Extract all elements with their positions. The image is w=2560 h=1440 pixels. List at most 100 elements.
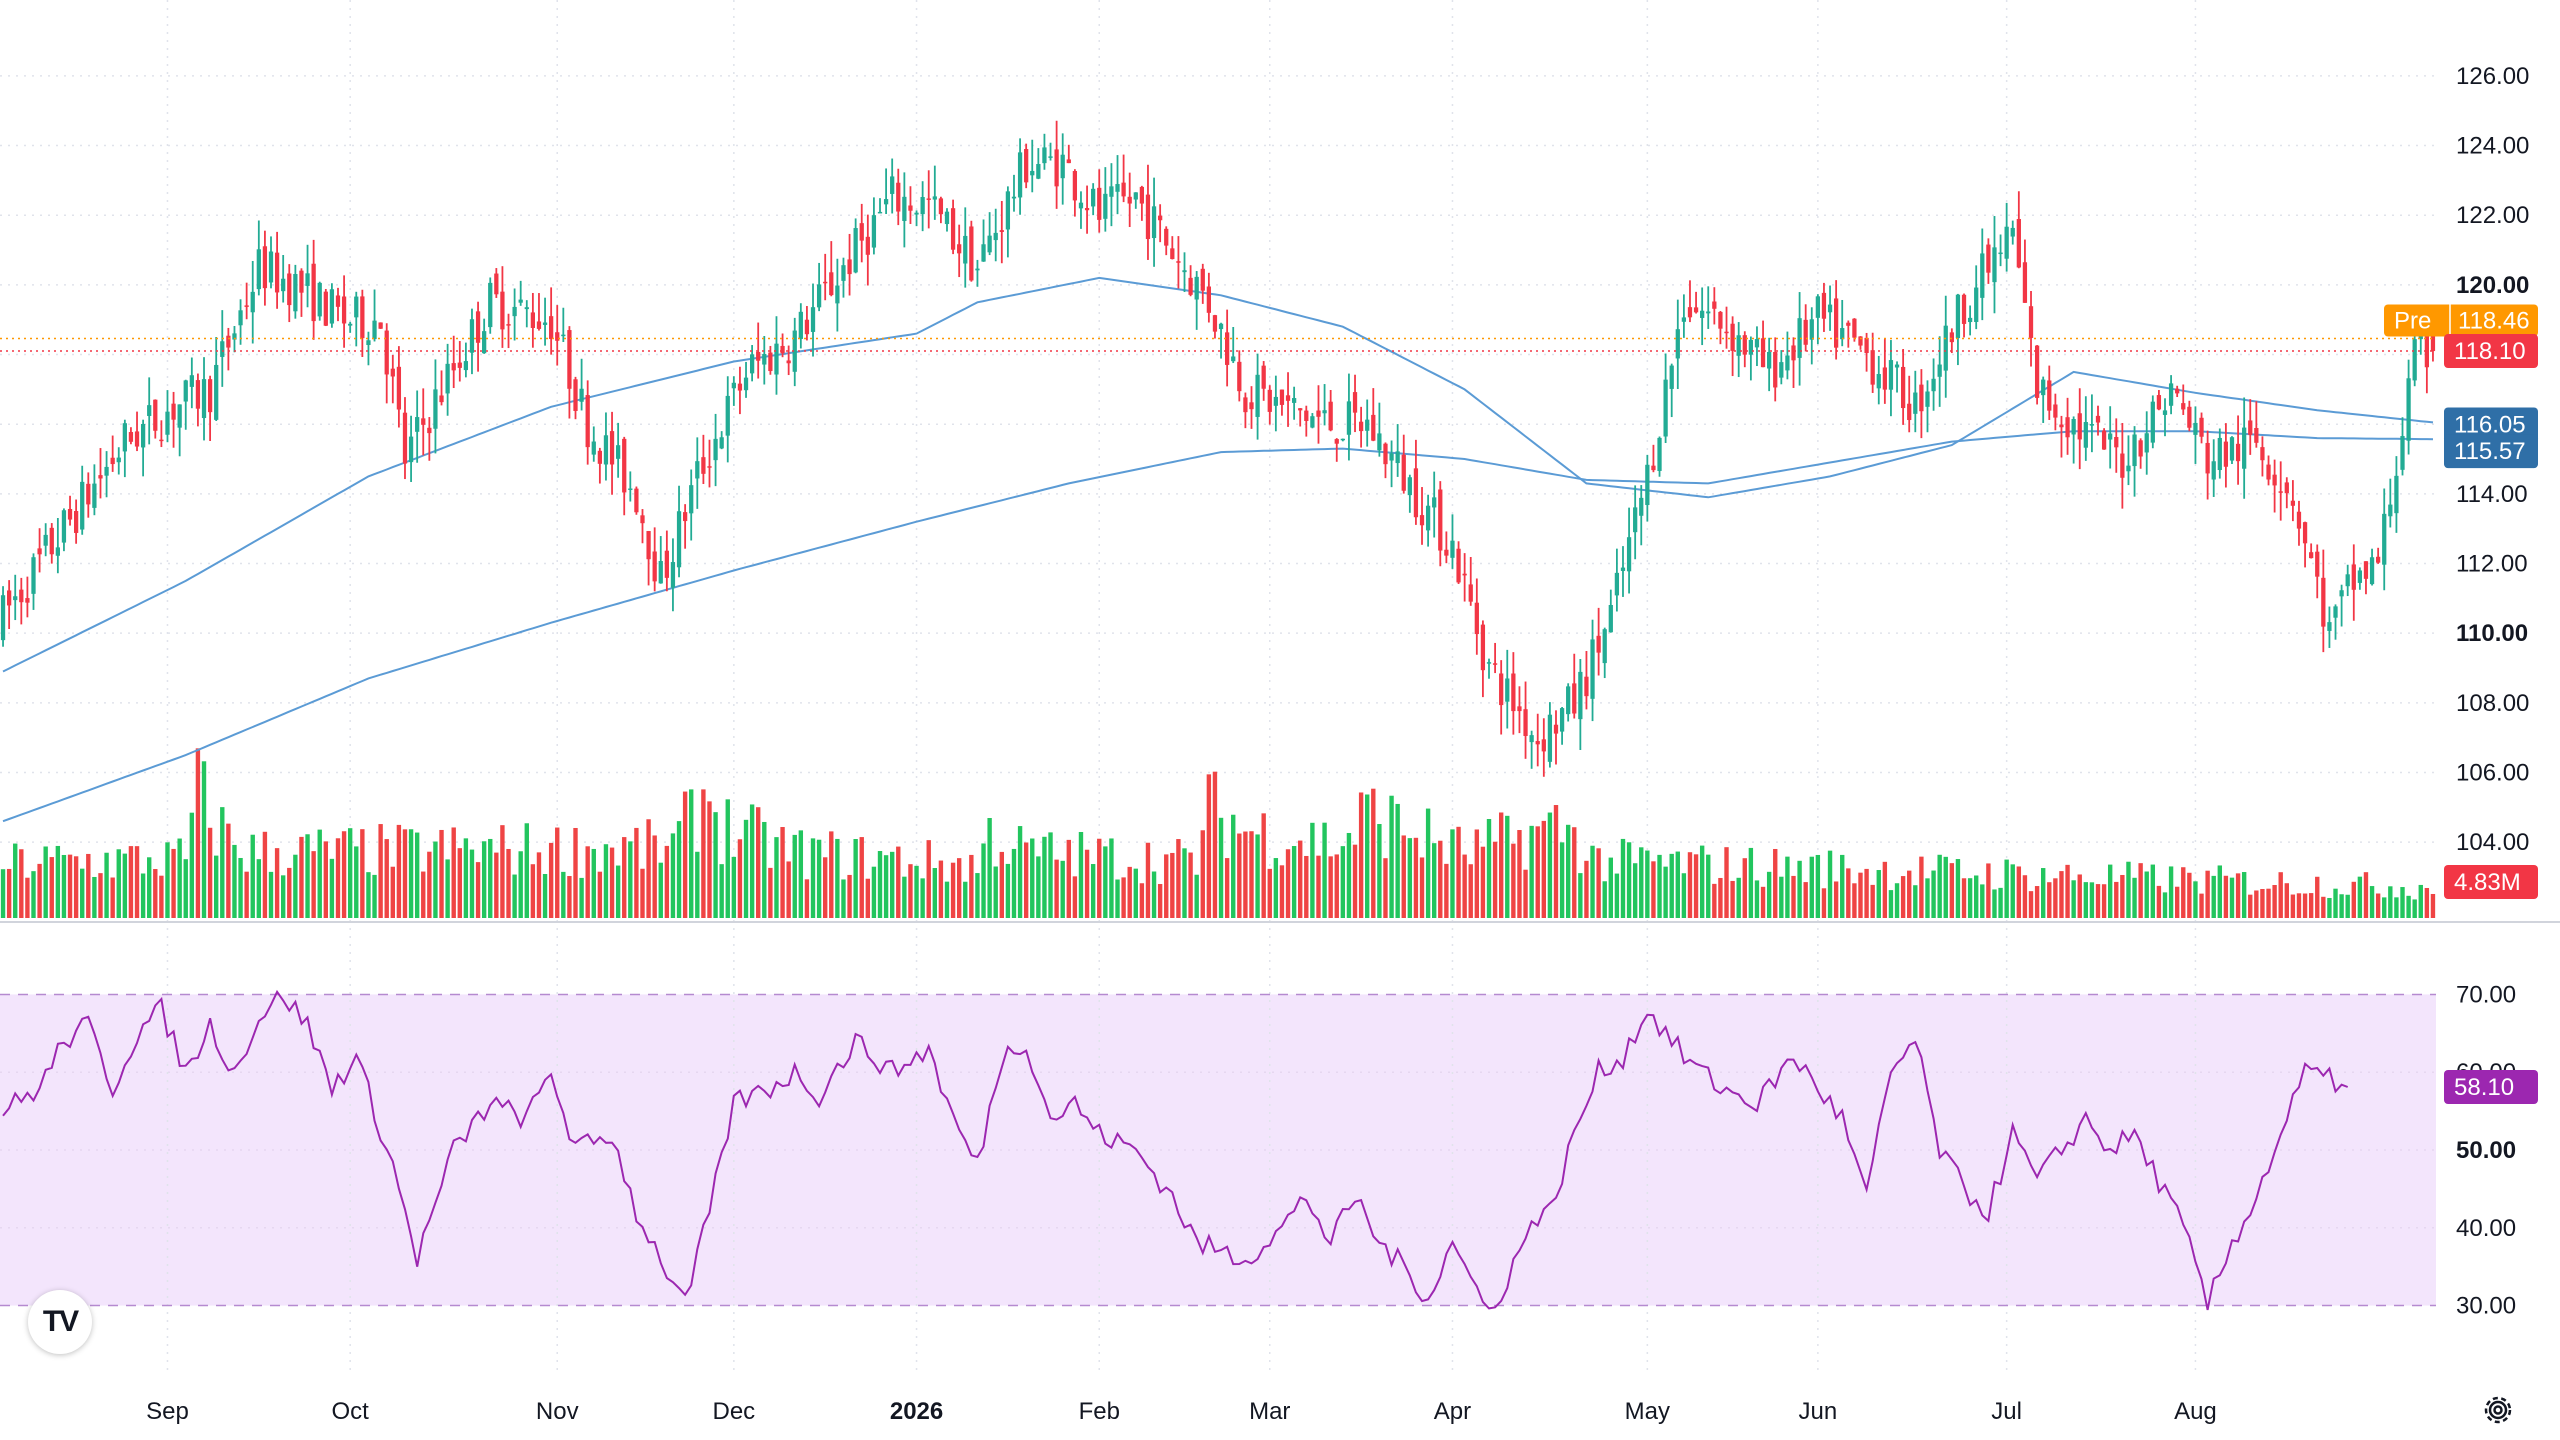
candle-body (439, 395, 444, 403)
ma-short-tag: 116.05 (2444, 407, 2538, 442)
candle-body (2047, 380, 2052, 411)
candle (1145, 164, 1151, 260)
volume-bar (1413, 837, 1419, 918)
candle (1943, 295, 1948, 398)
candle (1237, 350, 1242, 402)
candle-body (2144, 433, 2149, 453)
volume-bar (2187, 872, 2192, 918)
candle (2016, 191, 2021, 269)
candle-body (469, 319, 475, 353)
candle (640, 509, 645, 544)
volume-bar (2357, 876, 2363, 918)
volume-bar (189, 812, 195, 918)
candle-body (1553, 724, 1559, 734)
price-tick-label: 126.00 (2456, 63, 2529, 90)
ma-short-tag-bg (2444, 407, 2538, 442)
candle-body (2028, 306, 2034, 338)
candle-body (2351, 564, 2356, 590)
candle-body (311, 263, 316, 322)
volume-bar (926, 840, 931, 918)
pre-market-label: Pre (2394, 308, 2431, 335)
candle (1675, 299, 1680, 390)
volume-bar (756, 807, 761, 918)
candle (1669, 363, 1674, 418)
candle-body (1492, 663, 1498, 665)
candle (859, 203, 864, 263)
candle-body (1334, 439, 1339, 444)
candle-body (1529, 735, 1534, 743)
candle-body (1042, 147, 1047, 164)
candle (171, 391, 176, 448)
candle-body (1480, 624, 1486, 671)
candle (1888, 340, 1894, 417)
volume-bar (396, 824, 402, 918)
candle (2041, 376, 2046, 423)
volume-bar (1291, 846, 1297, 918)
candle (597, 447, 602, 484)
candle (804, 306, 810, 341)
volume-bar (25, 877, 30, 918)
volume-bar (622, 837, 627, 918)
candle-body (2071, 419, 2076, 435)
candle (1492, 642, 1498, 674)
volume-bar (463, 838, 469, 918)
volume-bar (1931, 870, 1936, 918)
candle-body (1499, 673, 1504, 706)
candle (439, 370, 444, 406)
candle (2053, 393, 2058, 431)
candle (1401, 434, 1406, 494)
candle (957, 224, 962, 278)
volume-bar (2022, 875, 2028, 918)
candle-body (969, 226, 974, 281)
candle-body (603, 435, 609, 465)
volume-bar (902, 876, 907, 918)
candle (274, 231, 280, 309)
candle (2229, 436, 2235, 464)
candle (1748, 336, 1754, 381)
settings-gear-icon[interactable] (2480, 1392, 2516, 1428)
tradingview-logo[interactable]: TV (28, 1290, 92, 1354)
candle (1693, 291, 1699, 314)
candle-body (573, 379, 578, 411)
candle (1553, 710, 1559, 765)
candle-body (993, 232, 998, 241)
candle-body (451, 363, 456, 371)
volume-bar (1553, 805, 1559, 918)
candle-body (1072, 171, 1078, 201)
candle (2345, 564, 2350, 597)
candle (360, 289, 365, 358)
last-price-tag-bg (2444, 334, 2538, 369)
candle-body (1413, 468, 1419, 518)
time-tick-label: 2026 (890, 1398, 943, 1425)
candle (1261, 361, 1266, 401)
volume-bar (561, 871, 566, 918)
candle-body (360, 296, 365, 339)
candle (944, 208, 950, 232)
candle (1596, 607, 1601, 676)
candle (1870, 332, 1875, 393)
candle (1529, 730, 1534, 769)
volume-bar (1200, 830, 1205, 918)
volume-bar (2375, 893, 2381, 918)
volume-bar (207, 827, 213, 918)
candle-body (2205, 442, 2210, 474)
volume-bar (2400, 887, 2405, 918)
candle-body (80, 481, 85, 530)
candle-body (2242, 427, 2247, 469)
candle (207, 375, 213, 441)
volume-bar (1127, 866, 1132, 918)
candle (1419, 487, 1425, 545)
volume-bar (2168, 866, 2174, 918)
volume-bar (725, 799, 730, 918)
candle-body (798, 311, 803, 339)
volume-bar (1304, 855, 1309, 918)
candle-body (1407, 477, 1412, 496)
candle (415, 390, 420, 463)
candle (1194, 271, 1199, 330)
candle (914, 210, 919, 227)
candle-body (932, 196, 937, 200)
volume-bar (841, 879, 846, 918)
candle-body (1340, 438, 1345, 441)
candle-body (1145, 194, 1151, 240)
